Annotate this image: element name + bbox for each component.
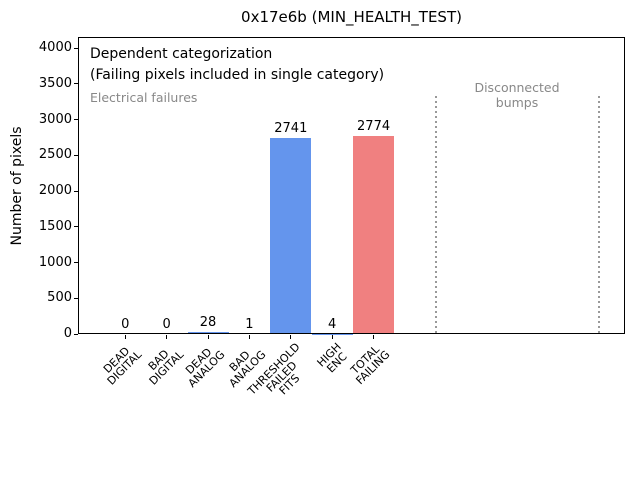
y-tick-mark [74,83,78,85]
x-tick-mark [248,335,250,339]
annotation-electrical-failures: Electrical failures [90,90,198,105]
bar-value-label: 0 [121,317,130,332]
annotation-disconnected-bumps: Disconnected bumps [474,80,560,110]
y-tick-mark [74,262,78,264]
bar [353,135,395,334]
y-tick-mark [74,190,78,192]
y-tick-label: 4000 [38,40,72,56]
bar-value-label: 28 [199,314,217,330]
x-tick-label: DEAD DIGITAL [101,344,145,388]
x-tick-mark [166,335,168,339]
x-tick-mark [331,335,333,339]
y-tick-label: 1500 [38,218,72,234]
y-tick-mark [74,47,78,49]
y-tick-mark [74,154,78,156]
chart-title: 0x17e6b (MIN_HEALTH_TEST) [241,8,462,26]
bar-value-label: 0 [162,317,171,332]
bar-value-label: 1 [245,316,254,332]
x-tick-mark [207,335,209,339]
y-tick-label: 500 [47,290,72,306]
annotation-dependent-categorization: Dependent categorization [90,46,273,62]
y-tick-mark [74,297,78,299]
bar [270,138,312,334]
y-tick-label: 1000 [38,254,72,270]
bar-value-label: 2741 [274,121,308,137]
x-tick-mark [373,335,375,339]
axes-frame [78,37,625,334]
annotation-failing-pixels-note: (Failing pixels included in single categ… [90,67,385,83]
y-tick-label: 2000 [38,183,72,199]
y-tick-label: 2500 [38,147,72,163]
bar [187,331,229,334]
bar-value-label: 2774 [357,118,391,134]
x-tick-label: HIGH ENC [314,340,350,376]
x-tick-label: BAD DIGITAL [145,347,186,388]
separator-dotted-line [434,96,437,334]
y-tick-mark [74,333,78,335]
y-tick-label: 3000 [38,111,72,127]
x-tick-label: TOTAL FAILING [348,342,393,388]
x-tick-mark [124,335,126,339]
bar-value-label: 4 [328,316,337,332]
y-tick-mark [74,119,78,121]
y-tick-label: 0 [63,326,72,341]
y-tick-mark [74,226,78,228]
x-tick-mark [290,335,292,339]
separator-dotted-line [598,96,601,334]
x-tick-label: DEAD ANALOG [182,345,228,390]
y-tick-label: 3500 [38,75,72,91]
